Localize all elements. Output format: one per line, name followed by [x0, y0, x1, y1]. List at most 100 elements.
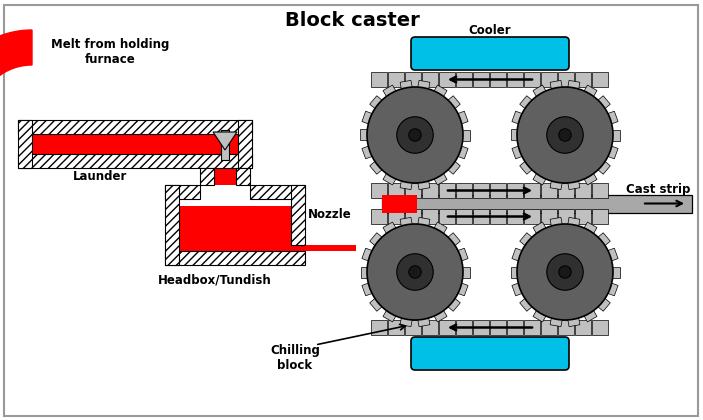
- Bar: [165, 251, 305, 265]
- Bar: [388, 209, 404, 224]
- FancyBboxPatch shape: [411, 337, 569, 370]
- Circle shape: [396, 117, 433, 153]
- Bar: [400, 316, 413, 327]
- Bar: [473, 209, 489, 224]
- Bar: [524, 183, 540, 198]
- Bar: [422, 72, 438, 87]
- Bar: [446, 297, 460, 311]
- Text: Chilling
block: Chilling block: [270, 344, 320, 372]
- Bar: [596, 160, 610, 174]
- Bar: [405, 320, 421, 335]
- Bar: [520, 297, 534, 311]
- Bar: [291, 245, 356, 251]
- Circle shape: [367, 224, 463, 320]
- Bar: [558, 183, 574, 198]
- Bar: [507, 320, 523, 335]
- Bar: [382, 194, 692, 213]
- Bar: [362, 248, 374, 262]
- Bar: [446, 96, 460, 110]
- Bar: [221, 130, 229, 160]
- Bar: [383, 222, 397, 235]
- Text: Melt from holding
furnace: Melt from holding furnace: [51, 38, 169, 66]
- Bar: [433, 309, 447, 322]
- Bar: [596, 233, 610, 247]
- Bar: [567, 218, 580, 228]
- Circle shape: [517, 224, 613, 320]
- Bar: [558, 320, 574, 335]
- Bar: [418, 80, 430, 91]
- Bar: [405, 72, 421, 87]
- Bar: [418, 179, 430, 189]
- Bar: [456, 72, 472, 87]
- Bar: [422, 209, 438, 224]
- Bar: [567, 316, 580, 327]
- Bar: [418, 316, 430, 327]
- Bar: [541, 183, 557, 198]
- Bar: [165, 185, 200, 199]
- Bar: [592, 183, 608, 198]
- Circle shape: [559, 266, 572, 278]
- Bar: [422, 320, 438, 335]
- Bar: [456, 183, 472, 198]
- Bar: [456, 145, 468, 159]
- Bar: [596, 297, 610, 311]
- Text: Block caster: Block caster: [285, 10, 420, 29]
- Text: Headbox/Tundish: Headbox/Tundish: [158, 273, 272, 286]
- Bar: [250, 185, 305, 199]
- Bar: [490, 320, 506, 335]
- Bar: [179, 206, 291, 251]
- Bar: [388, 183, 404, 198]
- Bar: [512, 248, 524, 262]
- Bar: [610, 267, 619, 278]
- Polygon shape: [0, 30, 32, 120]
- Bar: [165, 185, 179, 265]
- Circle shape: [408, 266, 421, 278]
- Bar: [371, 183, 387, 198]
- Bar: [370, 297, 384, 311]
- Bar: [490, 72, 506, 87]
- Bar: [371, 72, 387, 87]
- Bar: [490, 183, 506, 198]
- Bar: [400, 218, 413, 228]
- Bar: [456, 248, 468, 262]
- Bar: [405, 209, 421, 224]
- Bar: [550, 218, 562, 228]
- Bar: [524, 320, 540, 335]
- Bar: [18, 120, 32, 168]
- Bar: [32, 134, 238, 154]
- Bar: [439, 320, 455, 335]
- Bar: [575, 320, 591, 335]
- Bar: [238, 120, 252, 168]
- Circle shape: [547, 117, 583, 153]
- Bar: [473, 183, 489, 198]
- Bar: [433, 222, 447, 235]
- Bar: [418, 218, 430, 228]
- Bar: [610, 129, 619, 141]
- Bar: [520, 233, 534, 247]
- Bar: [524, 209, 540, 224]
- Bar: [439, 72, 455, 87]
- Bar: [510, 267, 520, 278]
- Circle shape: [367, 87, 463, 183]
- Bar: [606, 248, 618, 262]
- Bar: [433, 172, 447, 185]
- Bar: [456, 111, 468, 125]
- Bar: [361, 129, 370, 141]
- Bar: [383, 172, 397, 185]
- Bar: [592, 72, 608, 87]
- Bar: [362, 145, 374, 159]
- Bar: [405, 183, 421, 198]
- Bar: [558, 209, 574, 224]
- Bar: [550, 80, 562, 91]
- Bar: [439, 209, 455, 224]
- Bar: [541, 72, 557, 87]
- Bar: [388, 320, 404, 335]
- Bar: [583, 172, 597, 185]
- Bar: [583, 222, 597, 235]
- Bar: [422, 183, 438, 198]
- Bar: [507, 183, 523, 198]
- Bar: [533, 85, 547, 98]
- Circle shape: [547, 254, 583, 290]
- Bar: [533, 172, 547, 185]
- Bar: [524, 72, 540, 87]
